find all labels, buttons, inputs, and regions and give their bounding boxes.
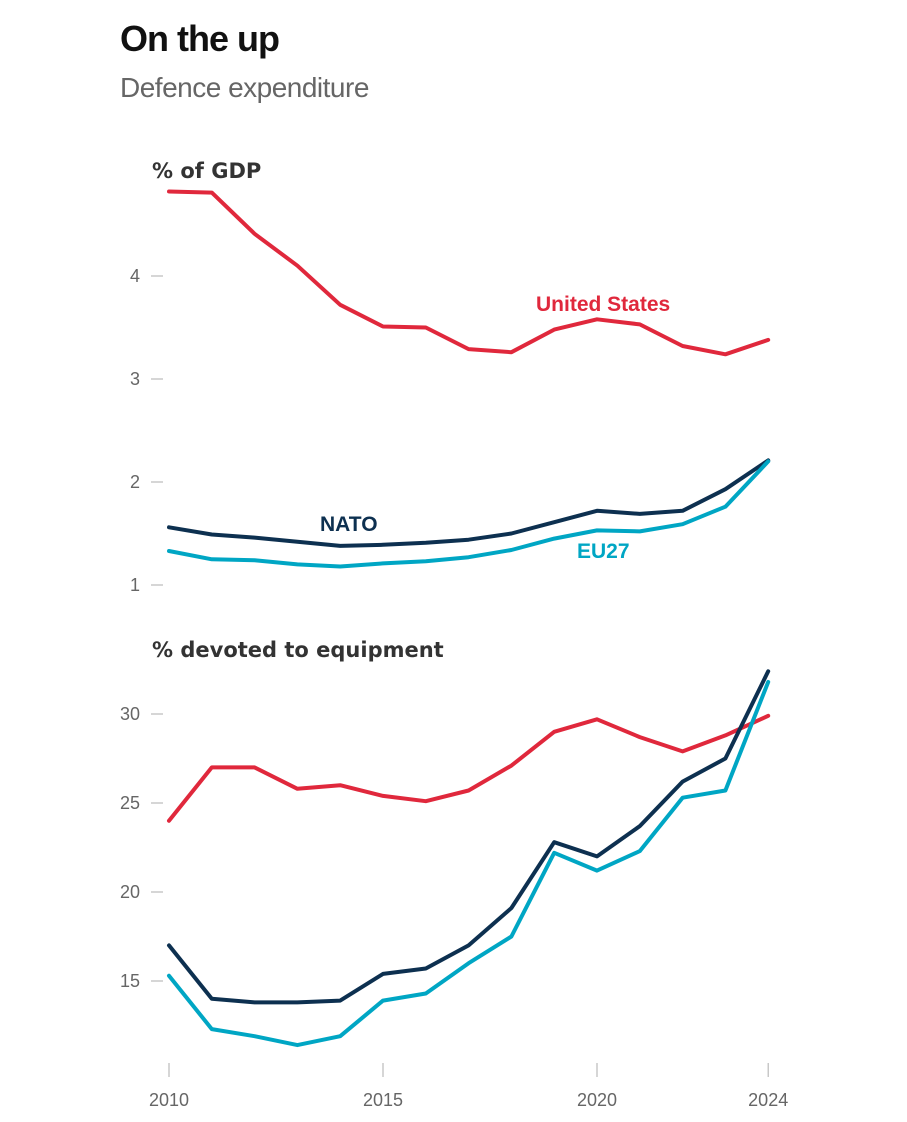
y-tick-label: 15 <box>120 971 140 991</box>
line-gdp-nato <box>167 458 771 548</box>
x-tick-label: 2020 <box>577 1090 617 1110</box>
line-equipment-united-states <box>167 713 771 823</box>
y-tick-label: 2 <box>130 472 140 492</box>
series-label-eu27: EU27 <box>577 540 630 563</box>
panel-title-gdp: % of GDP <box>152 159 261 183</box>
series-label-united-states: United States <box>536 293 670 316</box>
x-tick-label: 2010 <box>149 1090 189 1110</box>
y-tick-label: 20 <box>120 882 140 902</box>
chart-subtitle: Defence expenditure <box>120 72 369 103</box>
y-tick-label: 4 <box>130 266 140 286</box>
y-tick-label: 30 <box>120 704 140 724</box>
line-gdp-united-states <box>167 189 771 357</box>
line-equipment-eu27 <box>167 680 771 1048</box>
chart-title: On the up <box>120 18 280 59</box>
panel-title-equipment: % devoted to equipment <box>152 638 444 662</box>
y-tick-label: 3 <box>130 369 140 389</box>
y-tick-label: 1 <box>130 575 140 595</box>
series-label-nato: NATO <box>320 513 378 536</box>
line-gdp-eu27 <box>167 459 771 569</box>
y-tick-label: 25 <box>120 793 140 813</box>
line-equipment-nato <box>167 669 771 1005</box>
x-tick-label: 2015 <box>363 1090 403 1110</box>
x-tick-label: 2024 <box>748 1090 788 1110</box>
